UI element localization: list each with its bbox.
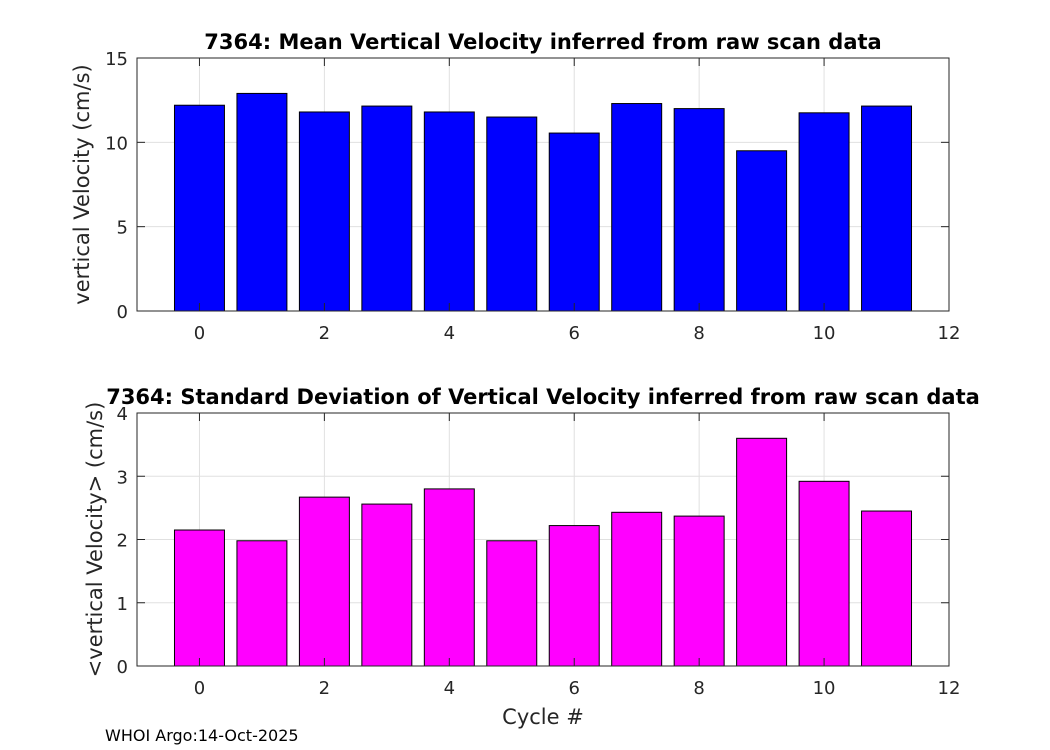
top-xtick-label: 10 (813, 323, 836, 344)
bottom-ytick-label: 2 (117, 531, 128, 552)
top-xtick-label: 4 (444, 323, 455, 344)
top-bar-cycle-5 (486, 116, 538, 312)
bottom-bar-cycle-1 (236, 540, 288, 667)
bottom-chart-title: 7364: Standard Deviation of Vertical Vel… (106, 385, 980, 409)
bottom-xtick-label: 6 (569, 678, 580, 699)
bottom-xtick-label: 8 (693, 678, 704, 699)
top-ytick-label: 5 (117, 218, 128, 239)
top-xtick-label: 12 (938, 323, 961, 344)
top-bar-cycle-8 (673, 108, 725, 312)
bottom-bar-cycle-2 (298, 496, 350, 667)
bottom-ylabel: <vertical Velocity> (cm/s) (83, 402, 107, 678)
top-bar-cycle-0 (173, 104, 225, 312)
bottom-bar-cycle-3 (361, 503, 413, 667)
top-ytick-label: 10 (105, 133, 128, 154)
top-bar-cycle-6 (548, 132, 600, 312)
top-ytick-label: 0 (117, 302, 128, 323)
top-xtick-label: 0 (194, 323, 205, 344)
bottom-bar-cycle-0 (173, 529, 225, 667)
bottom-bar-cycle-6 (548, 525, 600, 667)
top-bar-cycle-4 (423, 111, 475, 312)
top-ytick-label: 15 (105, 49, 128, 70)
top-ylabel: vertical Velocity (cm/s) (70, 64, 94, 304)
bottom-bar-cycle-9 (736, 437, 788, 667)
footer-label: WHOI Argo:14-Oct-2025 (105, 726, 299, 745)
top-axes-box (136, 57, 950, 312)
top-chart-title: 7364: Mean Vertical Velocity inferred fr… (204, 30, 881, 54)
top-chart: 0 2 4 6 8 10 12 0 5 10 15 7364: Mean Vertical Veloc… (70, 30, 960, 344)
bottom-ytick-label: 4 (117, 404, 128, 425)
bottom-bar-cycle-11 (861, 510, 913, 667)
top-bar-cycle-10 (798, 112, 850, 312)
bottom-xtick-label: 2 (319, 678, 330, 699)
bottom-ytick-label: 0 (117, 657, 128, 678)
bottom-xtick-label: 12 (938, 678, 961, 699)
bottom-bar-cycle-8 (673, 515, 725, 667)
bottom-ytick-label: 3 (117, 467, 128, 488)
top-xtick-label: 8 (693, 323, 704, 344)
top-bar-cycle-3 (361, 105, 413, 312)
top-bar-cycle-2 (298, 111, 350, 312)
top-xtick-label: 6 (569, 323, 580, 344)
bottom-bar-cycle-5 (486, 540, 538, 667)
bottom-bar-cycle-4 (423, 488, 475, 667)
bottom-xtick-label: 10 (813, 678, 836, 699)
top-bar-cycle-1 (236, 92, 288, 312)
top-bar-cycle-11 (861, 105, 913, 312)
top-bar-cycle-9 (736, 150, 788, 312)
top-xtick-label: 2 (319, 323, 330, 344)
bottom-xlabel: Cycle # (502, 705, 584, 729)
top-bar-cycle-7 (611, 103, 663, 312)
bottom-xtick-label: 4 (444, 678, 455, 699)
bottom-xtick-label: 0 (194, 678, 205, 699)
bottom-bar-cycle-10 (798, 480, 850, 667)
bottom-ytick-label: 1 (117, 594, 128, 615)
bottom-bar-cycle-7 (611, 511, 663, 667)
